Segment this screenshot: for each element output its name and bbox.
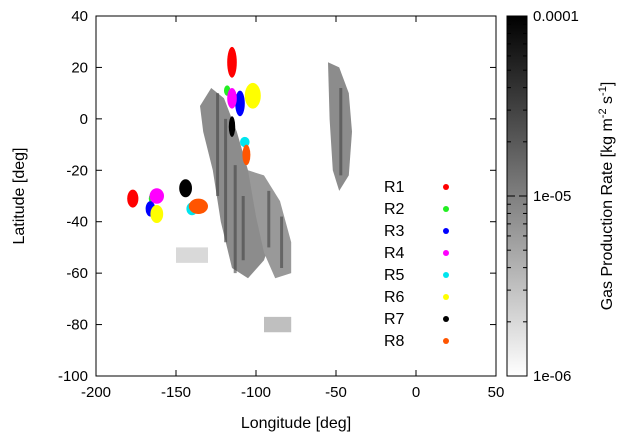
- region-r1-marker: [127, 189, 139, 208]
- y-axis-title: Latitude [deg]: [11, 148, 28, 245]
- plot-frame: [95, 15, 497, 377]
- y-axis-ticks: 40 20 0 -20 -40 -60 -80 -100: [58, 8, 496, 385]
- colorbar-ticks: 0.0001 1e-05 1e-06: [507, 8, 579, 385]
- legend-label-r8: R8: [384, 333, 405, 350]
- region-r3-marker: [235, 90, 245, 117]
- heatmap-region: [176, 247, 208, 263]
- region-r6-marker: [244, 82, 261, 109]
- legend-label-r7: R7: [384, 311, 405, 328]
- legend-label-r1: R1: [384, 179, 405, 196]
- x-tick-label: 0: [412, 384, 420, 401]
- y-tick-label: -100: [58, 368, 88, 385]
- legend-swatch-r3: [443, 228, 449, 234]
- region-r7-marker: [179, 179, 193, 198]
- legend-swatch-r1: [443, 184, 449, 190]
- x-tick-label: -100: [241, 384, 271, 401]
- y-tick-label: -80: [66, 317, 88, 334]
- region-r8-marker: [242, 144, 251, 166]
- x-tick-label: -50: [325, 384, 347, 401]
- legend-label-r4: R4: [384, 245, 405, 262]
- y-tick-label: 40: [71, 8, 88, 25]
- region-markers: [127, 46, 261, 223]
- legend-swatch-r5: [443, 272, 449, 278]
- colorbar-tick-label: 1e-05: [533, 188, 571, 205]
- legend: R1 R2 R3 R4 R5 R6 R7 R8: [384, 179, 449, 350]
- legend-swatch-r4: [443, 250, 449, 256]
- x-tick-label: -200: [81, 384, 111, 401]
- colorbar-tick-label: 1e-06: [533, 368, 571, 385]
- legend-swatch-r7: [443, 316, 449, 322]
- legend-label-r2: R2: [384, 201, 405, 218]
- region-r8-marker: [188, 198, 208, 215]
- legend-swatch-r8: [443, 338, 449, 344]
- y-tick-label: -20: [66, 162, 88, 179]
- heatmap-region: [264, 316, 292, 333]
- region-r5-marker: [240, 136, 250, 148]
- y-tick-label: 20: [71, 59, 88, 76]
- legend-swatch-r6: [443, 294, 449, 300]
- x-tick-label: 50: [488, 384, 505, 401]
- region-r4-marker: [227, 88, 237, 109]
- x-axis-title: Longitude [deg]: [241, 415, 351, 432]
- x-tick-label: -150: [161, 384, 191, 401]
- x-axis-ticks: -200 -150 -100 -50 0 50: [81, 16, 504, 401]
- legend-label-r5: R5: [384, 267, 405, 284]
- heatmap-layer: [176, 62, 352, 333]
- region-r7-marker: [228, 116, 236, 137]
- legend-label-r6: R6: [384, 289, 405, 306]
- y-tick-label: 0: [80, 111, 88, 128]
- region-r4-marker: [149, 188, 164, 204]
- region-r6-marker: [150, 205, 164, 223]
- colorbar-tick-label: 0.0001: [533, 8, 579, 25]
- colorbar-title: Gas Production Rate [kg m-2 s-1]: [597, 82, 616, 311]
- region-r1-marker: [227, 46, 237, 78]
- legend-swatch-r2: [443, 206, 449, 212]
- y-tick-label: -40: [66, 214, 88, 231]
- legend-label-r3: R3: [384, 223, 405, 240]
- y-tick-label: -60: [66, 265, 88, 282]
